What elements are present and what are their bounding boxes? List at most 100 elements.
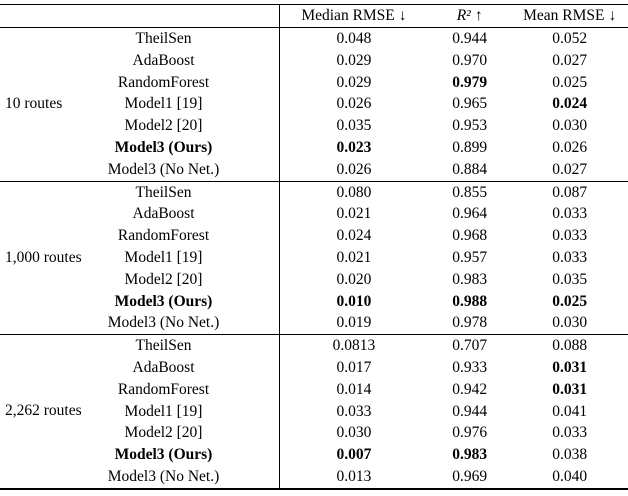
metric-value: 0.048 [336,30,372,47]
table-row: Model3 (No Net.) 0.026 0.884 0.027 [0,158,628,181]
table-row: Model3 (Ours) 0.023 0.899 0.026 [0,136,628,159]
column-header-r2: R² ↑ [428,5,512,27]
metric-cells: 0.007 0.983 0.038 [280,444,628,466]
metric-cells: 0.048 0.944 0.052 [280,28,628,50]
method-name: Model1 [19] [124,248,203,266]
method-name: TheilSen [135,183,192,201]
metric-value: 0.019 [336,314,372,332]
metric-value: 0.052 [552,30,588,47]
table-body: 10 routes TheilSen 0.048 0.944 0.052 AdaBoost… [0,28,628,488]
metric-cells: 0.024 0.968 0.033 [280,225,628,247]
method-name: RandomForest [117,73,210,91]
metric-value: 0.030 [336,424,372,442]
metric-cells: 0.026 0.965 0.024 [280,93,628,115]
method-cell: RandomForest [0,71,280,94]
metric-cells: 0.021 0.957 0.033 [280,247,628,269]
metric-cells: 0.029 0.979 0.025 [280,72,628,94]
method-cell: Model1 [19] [0,93,280,116]
metric-value: 0.978 [452,314,488,332]
metric-cells: 0.013 0.969 0.040 [280,466,628,488]
route-group: 1,000 routes TheilSen 0.080 0.855 0.087 AdaBo… [0,180,628,335]
metric-value: 0.855 [452,183,488,201]
metric-value: 0.035 [552,270,588,288]
metric-value: 0.023 [336,138,372,156]
metric-value: 0.024 [552,95,588,113]
metric-value: 0.933 [452,358,488,376]
table-row: Model1 [19] 0.033 0.944 0.041 [0,400,628,423]
metric-value: 0.017 [336,358,372,376]
table-row: Model1 [19] 0.021 0.957 0.033 [0,246,628,269]
metric-value: 0.964 [452,205,488,223]
header-empty-cell [0,5,280,27]
method-name: Model3 (Ours) [114,446,213,464]
method-cell: Model2 [20] [0,268,280,291]
table-header-row: Median RMSE ↓ R² ↑ Mean RMSE ↓ [0,5,628,28]
metric-value: 0.027 [552,160,588,178]
metric-cells: 0.033 0.944 0.041 [280,401,628,423]
metric-value: 0.953 [452,117,488,135]
metric-cells: 0.021 0.964 0.033 [280,203,628,225]
table-row: Model2 [20] 0.035 0.953 0.030 [0,115,628,137]
metric-value: 0.026 [336,160,372,178]
metric-value: 0.031 [552,358,588,376]
header-metric-cells: Median RMSE ↓ R² ↑ Mean RMSE ↓ [280,5,628,27]
metric-value: 0.033 [552,227,588,245]
metric-value: 0.026 [552,138,588,156]
route-group: 2,262 routes TheilSen 0.0813 0.707 0.088 AdaB… [0,334,628,488]
metric-value: 0.010 [336,292,372,310]
table-row: TheilSen 0.048 0.944 0.052 [0,28,628,50]
metric-value: 0.029 [336,51,372,69]
table-row: RandomForest 0.029 0.979 0.025 [0,71,628,94]
metric-value: 0.025 [552,292,588,310]
metric-value: 0.988 [452,292,488,310]
method-name: Model3 (No Net.) [107,160,220,178]
method-name: AdaBoost [132,51,195,69]
method-name: Model2 [20] [124,270,203,288]
metric-value: 0.020 [336,270,372,288]
metric-cells: 0.035 0.953 0.030 [280,115,628,137]
metric-value: 0.030 [552,314,588,332]
column-header-median-rmse: Median RMSE ↓ [280,5,428,27]
metric-value: 0.969 [452,467,488,485]
table-row: Model3 (No Net.) 0.013 0.969 0.040 [0,465,628,488]
metric-cells: 0.020 0.983 0.035 [280,269,628,291]
metric-value: 0.021 [336,205,372,223]
metric-cells: 0.014 0.942 0.031 [280,379,628,401]
metric-value: 0.080 [336,183,372,201]
metric-value: 0.957 [452,248,488,266]
metric-value: 0.944 [452,402,488,420]
metric-cells: 0.080 0.855 0.087 [280,182,628,204]
metric-value: 0.968 [452,227,488,245]
table-row: RandomForest 0.024 0.968 0.033 [0,225,628,247]
method-cell: Model3 (No Net.) [0,465,280,488]
table-row: TheilSen 0.0813 0.707 0.088 [0,335,628,357]
metric-value: 0.033 [552,248,588,266]
method-name: RandomForest [117,380,210,398]
metric-value: 0.014 [336,380,372,398]
method-name: Model3 (No Net.) [107,467,220,485]
method-cell: AdaBoost [0,356,280,379]
method-name: AdaBoost [132,205,195,223]
metric-cells: 0.023 0.899 0.026 [280,137,628,159]
table-row: Model3 (Ours) 0.010 0.988 0.025 [0,290,628,313]
method-cell: RandomForest [0,378,280,401]
metric-cells: 0.030 0.976 0.033 [280,422,628,444]
metric-value: 0.088 [552,337,588,355]
method-cell: TheilSen [0,181,280,204]
method-cell: Model3 (No Net.) [0,158,280,181]
metric-value: 0.033 [336,402,372,420]
metric-value: 0.041 [552,402,588,420]
method-name: Model3 (Ours) [114,138,213,156]
method-cell: Model3 (Ours) [0,136,280,159]
metric-value: 0.899 [452,138,488,156]
metric-cells: 0.010 0.988 0.025 [280,291,628,313]
method-name: Model3 (Ours) [114,292,213,310]
table-row: Model1 [19] 0.026 0.965 0.024 [0,93,628,116]
method-name: Model1 [19] [124,95,203,113]
metric-value: 0.007 [336,446,372,464]
metric-value: 0.884 [452,160,488,178]
column-header-label: Median RMSE [301,7,395,24]
metric-value: 0.026 [336,95,372,113]
up-arrow-icon: ↑ [474,7,483,24]
